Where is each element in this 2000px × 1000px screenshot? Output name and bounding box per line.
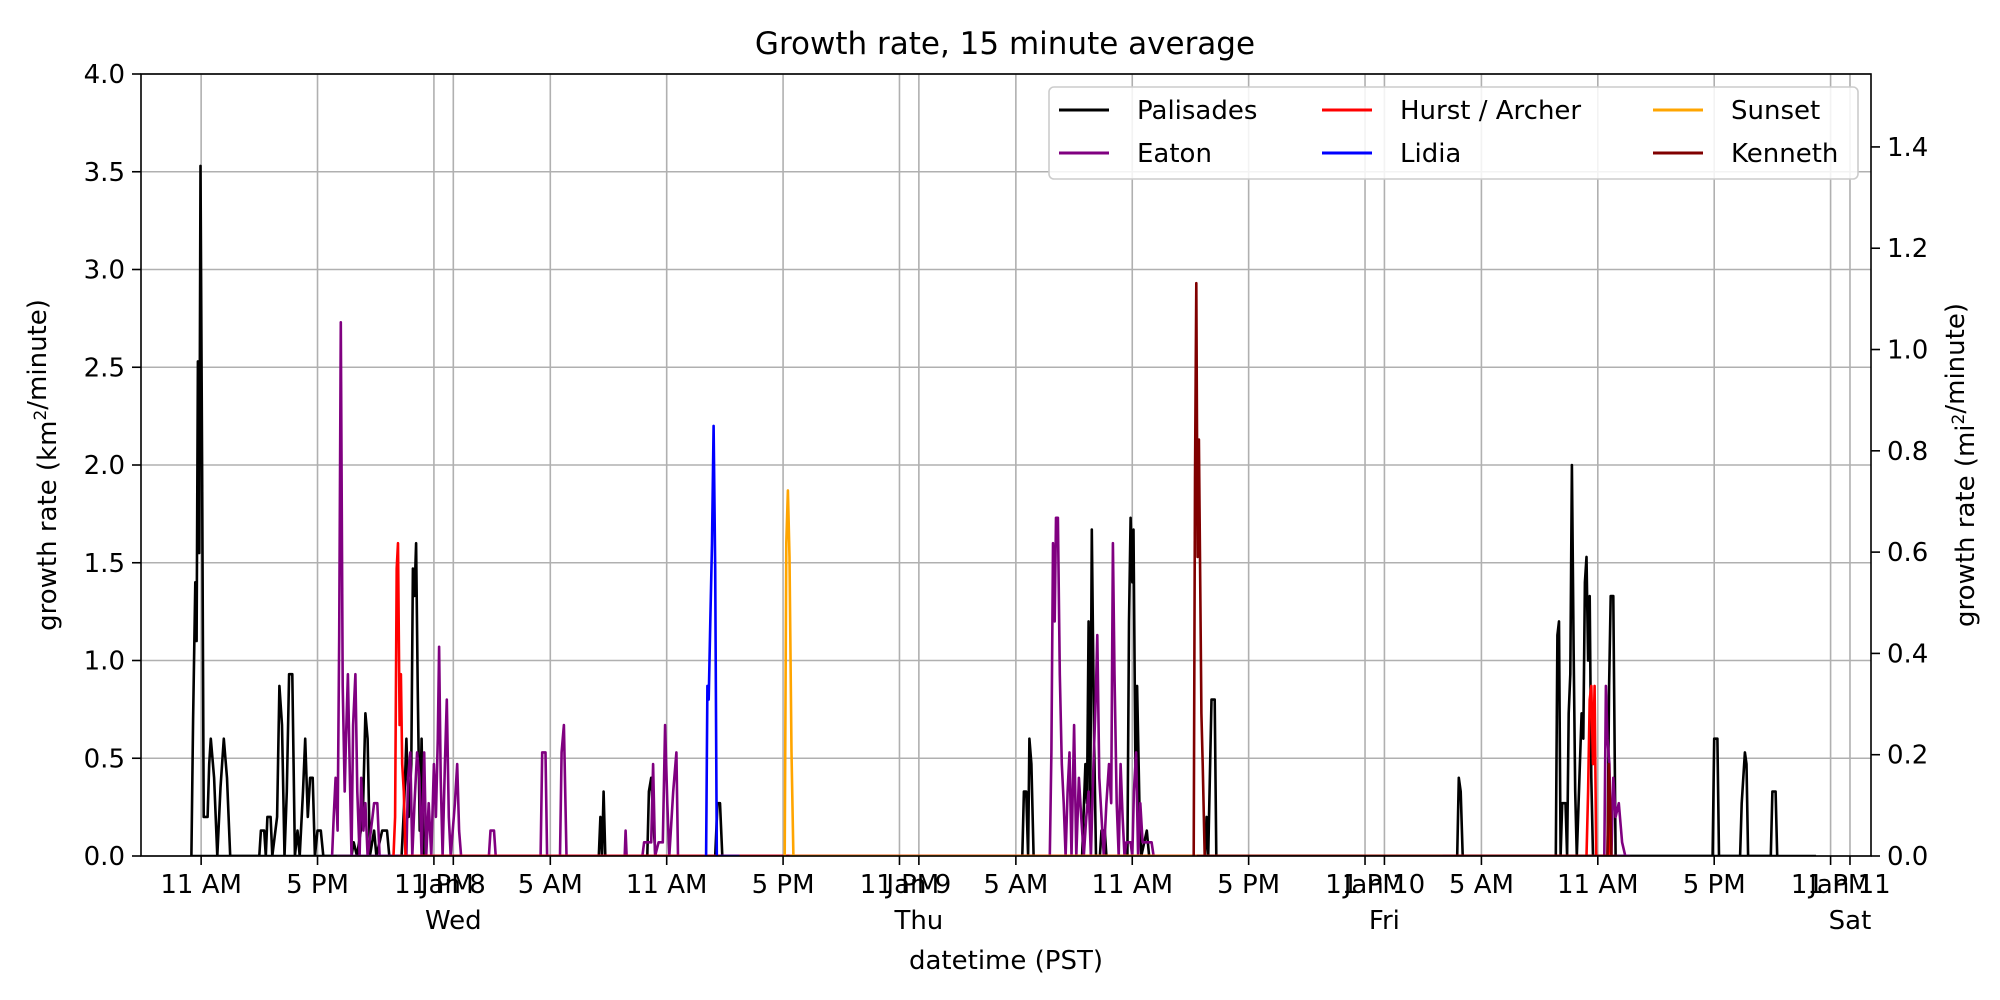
y-tick-label-right: 0.6 bbox=[1887, 538, 1928, 568]
x-tick-label: 5 PM bbox=[752, 870, 815, 900]
series-line-palisades bbox=[190, 164, 1779, 856]
x-tick-label: 11 PM bbox=[1791, 870, 1870, 900]
y-tick-label-right: 1.4 bbox=[1887, 133, 1928, 163]
x-tick-label: 11 AM bbox=[1091, 870, 1173, 900]
y-tick-label: 1.5 bbox=[84, 549, 125, 579]
y-axis-right: 0.0 0.2 0.4 0.6 0.8 1.0 1.2 1.4 bbox=[1871, 133, 1928, 872]
y-tick-label: 0.0 bbox=[84, 842, 125, 872]
chart-title: Growth rate, 15 minute average bbox=[755, 26, 1255, 62]
y-tick-label: 1.0 bbox=[84, 647, 125, 677]
x-tick-label: 5 AM bbox=[983, 870, 1048, 900]
series-line-eaton bbox=[330, 320, 1629, 856]
x-tick-label: 5 AM bbox=[1449, 870, 1514, 900]
grid-lines bbox=[141, 73, 1871, 857]
legend-label-lidia: Lidia bbox=[1400, 139, 1461, 169]
y-tick-label-right: 1.0 bbox=[1887, 336, 1928, 366]
x-tick-label: Jan 10 bbox=[1342, 870, 1425, 900]
y-tick-label: 2.0 bbox=[84, 451, 125, 481]
y-axis-title-left: growth rate (km2/minute) bbox=[23, 299, 63, 631]
y-axis-title-right: growth rate (mi2/minute) bbox=[1941, 303, 1981, 627]
x-tick-label: 11 AM bbox=[1557, 870, 1639, 900]
x-tick-label: Jan 8 bbox=[419, 870, 486, 900]
legend: Palisades Eaton Hurst / Archer Lidia Sunset K… bbox=[1048, 86, 1859, 180]
series-line-kenneth bbox=[1192, 281, 1613, 856]
y-tick-label-right: 0.0 bbox=[1887, 842, 1928, 872]
x-tick-label: 5 PM bbox=[286, 870, 349, 900]
x-tick-sublabel: Wed bbox=[425, 906, 482, 936]
x-tick-label: 11 AM bbox=[160, 870, 242, 900]
series-line-sunset bbox=[783, 489, 795, 856]
y-tick-label-right: 0.8 bbox=[1887, 437, 1928, 467]
x-tick-label: Jan 11 bbox=[1807, 870, 1890, 900]
legend-label-hurst-archer: Hurst / Archer bbox=[1400, 96, 1581, 126]
x-tick-label: 5 PM bbox=[1683, 870, 1746, 900]
y-tick-label: 3.0 bbox=[84, 256, 125, 286]
legend-label-sunset: Sunset bbox=[1731, 96, 1820, 126]
y-tick-label-right: 0.2 bbox=[1887, 741, 1928, 771]
x-tick-sublabel: Thu bbox=[893, 906, 943, 936]
legend-label-kenneth: Kenneth bbox=[1731, 139, 1838, 169]
legend-label-eaton: Eaton bbox=[1137, 139, 1212, 169]
x-axis-title: datetime (PST) bbox=[909, 946, 1103, 976]
series-line-lidia bbox=[704, 424, 719, 856]
plot-series-group bbox=[190, 164, 1817, 856]
y-tick-label-right: 1.2 bbox=[1887, 234, 1928, 264]
x-tick-sublabel: Fri bbox=[1369, 906, 1400, 936]
legend-label-palisades: Palisades bbox=[1137, 96, 1257, 126]
x-tick-label: 5 AM bbox=[518, 870, 583, 900]
x-tick-label: 11 AM bbox=[626, 870, 708, 900]
x-tick-label: 11 PM bbox=[394, 870, 473, 900]
x-tick-label: 5 PM bbox=[1217, 870, 1280, 900]
y-axis-left: 0.0 0.5 1.0 1.5 2.0 2.5 3.0 3.5 4.0 bbox=[84, 60, 141, 872]
y-tick-label: 4.0 bbox=[84, 60, 125, 90]
x-tick-sublabel: Sat bbox=[1829, 906, 1872, 936]
y-tick-label: 2.5 bbox=[84, 353, 125, 383]
x-tick-label: 11 PM bbox=[1325, 870, 1404, 900]
y-tick-label: 3.5 bbox=[84, 158, 125, 188]
y-tick-label: 0.5 bbox=[84, 744, 125, 774]
series-line-hurst-archer bbox=[392, 541, 1613, 856]
x-tick-label: Jan 9 bbox=[884, 870, 951, 900]
y-tick-label-right: 0.4 bbox=[1887, 639, 1928, 669]
x-tick-label: 11 PM bbox=[860, 870, 939, 900]
